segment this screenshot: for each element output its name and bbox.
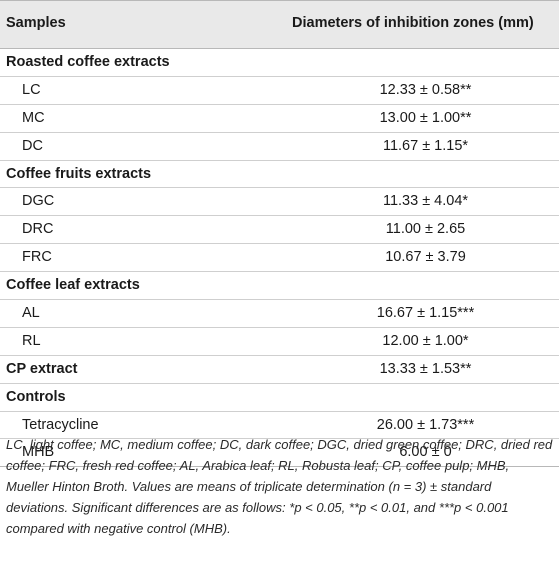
table-row: Tetracycline 26.00 ± 1.73*** [0,410,559,439]
table-row: RL 12.00 ± 1.00* [0,326,559,355]
group-row: Coffee leaf extracts [0,271,559,299]
table-row: MHB 6.00 ± 0 [0,438,559,468]
header-samples: Samples [6,15,66,31]
inhibition-value: 6.00 ± 0 [399,444,452,461]
inhibition-value: 16.67 ± 1.15*** [376,305,475,322]
table-header: Samples Diameters of inhibition zones (m… [0,0,559,48]
group-label: CP extract [6,360,78,377]
inhibition-value: 26.00 ± 1.73*** [376,416,475,433]
inhibition-value: 12.33 ± 0.58** [379,81,472,98]
group-label: Controls [6,388,66,405]
inhibition-value: 12.00 ± 1.00* [382,332,469,349]
inhibition-value: 11.67 ± 1.15* [382,137,469,154]
sample-label: Tetracycline [22,416,99,433]
group-row: Coffee fruits extracts [0,159,559,188]
group-row: Controls [0,382,559,411]
group-row: Roasted coffee extracts [0,48,559,76]
sample-label: MC [22,109,45,126]
table-row: DC 11.67 ± 1.15* [0,131,559,160]
sample-label: AL [22,305,40,322]
group-label: Coffee leaf extracts [6,277,140,294]
sample-label: DRC [22,221,54,238]
table-row: FRC 10.67 ± 3.79 [0,243,559,271]
group-label: Roasted coffee extracts [6,54,170,70]
sample-label: DC [22,137,43,154]
table-row: LC 12.33 ± 0.58** [0,75,559,104]
inhibition-value: 10.67 ± 3.79 [385,249,466,266]
data-table: Samples Diameters of inhibition zones (m… [0,0,559,468]
group-row: CP extract 13.33 ± 1.53** [0,354,559,383]
table-body: Roasted coffee extracts LC 12.33 ± 0.58** M… [0,48,559,468]
inhibition-value: 11.00 ± 2.65 [385,221,466,238]
sample-label: MHB [22,444,55,461]
table-row: MC 13.00 ± 1.00** [0,103,559,132]
table-row: AL 16.67 ± 1.15*** [0,299,559,327]
sample-label: LC [22,81,41,98]
sample-label: RL [22,332,41,349]
inhibition-value: 13.33 ± 1.53** [379,360,472,377]
table-footnote: LC, light coffee; MC, medium coffee; DC,… [6,437,553,536]
group-label: Coffee fruits extracts [6,165,152,182]
inhibition-value: 11.33 ± 4.04* [382,193,469,210]
sample-label: FRC [22,249,52,266]
sample-label: DGC [22,193,55,210]
table-row: DRC 11.00 ± 2.65 [0,215,559,243]
header-diameters: Diameters of inhibition zones (mm) [292,15,534,31]
table-row: DGC 11.33 ± 4.04* [0,187,559,215]
inhibition-value: 13.00 ± 1.00** [379,109,472,126]
